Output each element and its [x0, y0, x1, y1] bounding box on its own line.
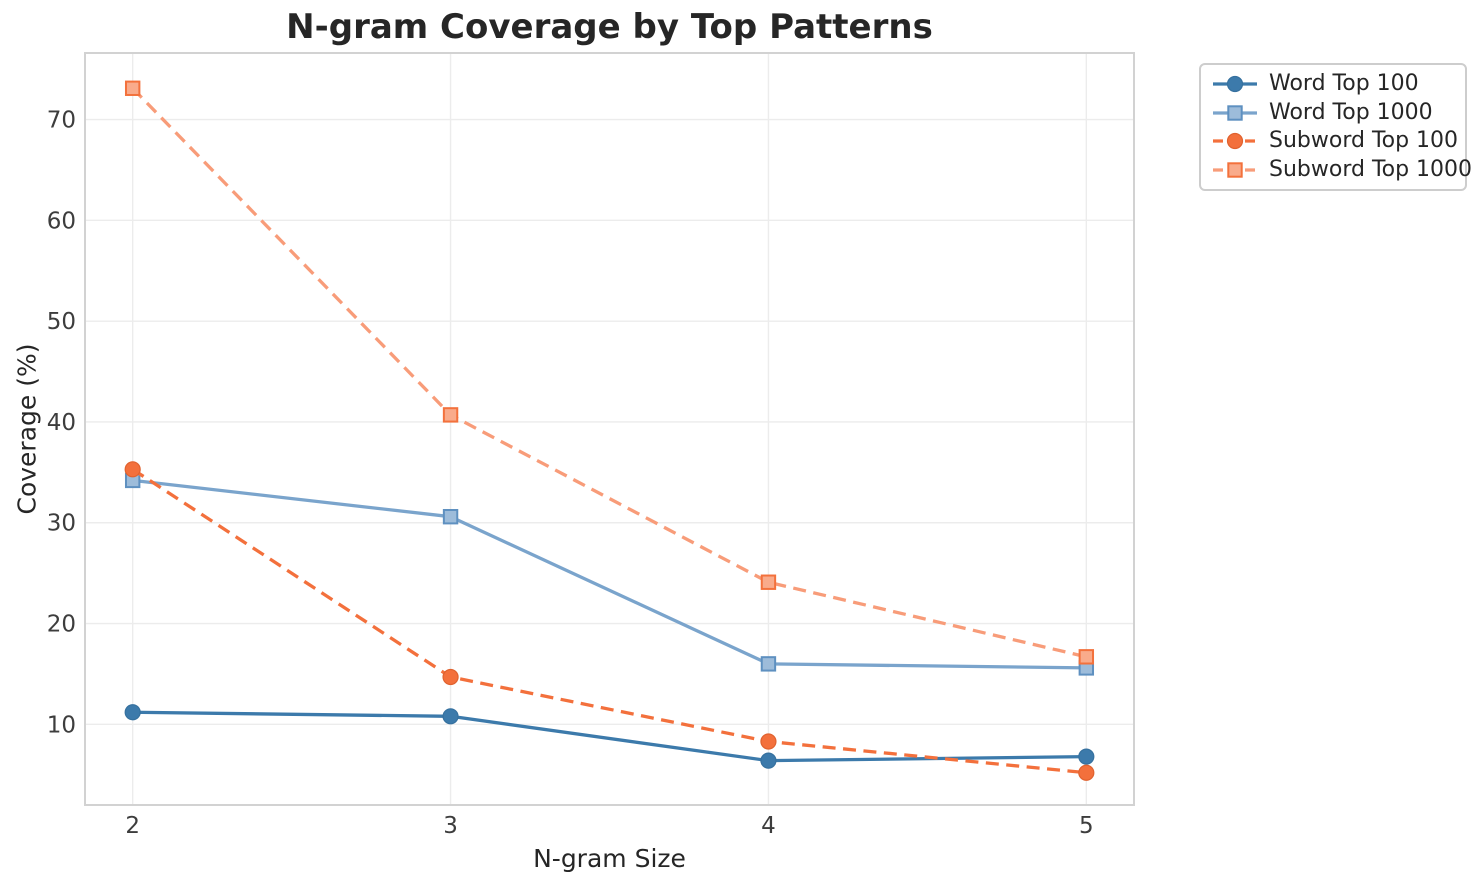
y-tick-label: 60	[47, 208, 76, 234]
data-point-word-top-1000	[442, 508, 459, 525]
legend: Word Top 100 Word Top 1000 Subword Top 100…	[1199, 63, 1472, 191]
legend-label: Word Top 100	[1269, 71, 1419, 97]
data-point-word-top-100	[760, 752, 777, 769]
data-point-subword-top-100	[760, 733, 777, 750]
x-tick-label: 5	[1079, 813, 1094, 839]
data-point-subword-top-1000	[124, 80, 141, 96]
series-line-word-top-100	[132, 710, 1087, 763]
legend-label: Subword Top 100	[1269, 128, 1459, 154]
y-tick-label: 70	[47, 108, 76, 134]
y-tick-label: 50	[47, 309, 76, 335]
series-line-word-top-1000	[132, 478, 1087, 670]
legend-swatch-square-icon	[1213, 105, 1257, 121]
data-point-subword-top-100	[1078, 764, 1095, 781]
series-line-subword-top-100	[131, 467, 1087, 775]
legend-item-subword-top-100: Subword Top 100	[1213, 129, 1461, 153]
data-point-subword-top-1000	[760, 574, 777, 590]
data-point-word-top-100	[1078, 748, 1095, 765]
y-tick-label: 20	[47, 612, 76, 638]
data-point-word-top-1000	[760, 656, 777, 672]
legend-swatch-circle-icon	[1213, 133, 1257, 150]
legend-swatch-square-icon	[1213, 161, 1257, 178]
legend-item-subword-top-1000: Subword Top 1000	[1213, 158, 1472, 182]
legend-item-word-top-100: Word Top 100	[1213, 72, 1461, 96]
legend-swatch-circle-icon	[1213, 76, 1257, 93]
data-point-subword-top-100	[442, 668, 459, 686]
plot-border	[84, 52, 1135, 806]
data-point-word-top-100	[442, 708, 459, 725]
series-line-subword-top-1000	[131, 87, 1087, 659]
y-tick-label: 40	[47, 410, 76, 436]
data-point-subword-top-1000	[1078, 649, 1095, 665]
x-tick-label: 4	[761, 813, 776, 839]
data-point-word-top-100	[124, 704, 141, 721]
x-axis-label: N-gram Size	[533, 844, 686, 873]
data-point-subword-top-1000	[442, 407, 459, 423]
legend-label: Subword Top 1000	[1269, 156, 1473, 182]
legend-label: Word Top 1000	[1269, 99, 1433, 125]
x-tick-label: 3	[443, 813, 458, 839]
y-tick-label: 10	[47, 712, 76, 738]
y-tick-label: 30	[47, 511, 76, 537]
legend-item-word-top-1000: Word Top 1000	[1213, 101, 1461, 125]
chart-title: N-gram Coverage by Top Patterns	[286, 7, 933, 47]
x-tick-label: 2	[125, 813, 140, 839]
data-point-subword-top-100	[124, 461, 141, 478]
